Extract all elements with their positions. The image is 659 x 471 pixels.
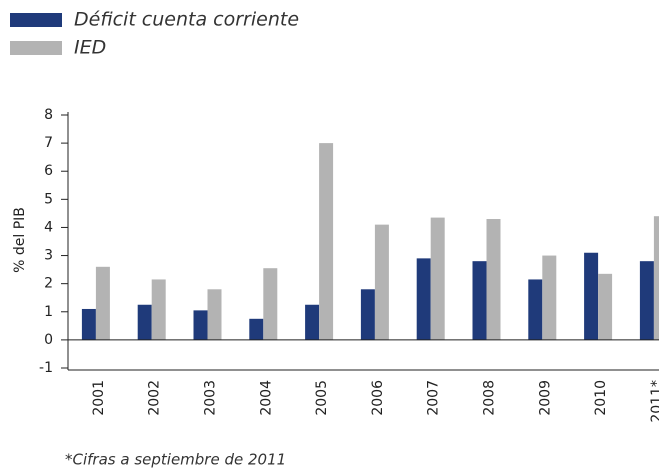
bar xyxy=(416,258,431,340)
y-tick-label: 0 xyxy=(44,332,53,348)
bar xyxy=(360,289,375,340)
bar xyxy=(151,279,166,340)
bar xyxy=(305,304,320,340)
legend-label: IED xyxy=(74,37,106,59)
bar xyxy=(584,252,599,340)
bar xyxy=(598,273,613,340)
bar xyxy=(542,255,557,340)
bar xyxy=(653,216,659,340)
bar xyxy=(263,268,278,340)
bar xyxy=(639,261,654,340)
bar xyxy=(472,261,487,340)
bar xyxy=(193,310,208,340)
bar xyxy=(528,279,543,340)
footnote: *Cifras a septiembre de 2011 xyxy=(65,451,286,469)
x-tick-label: 2006 xyxy=(370,380,386,416)
bar xyxy=(207,289,222,340)
bar xyxy=(374,224,389,340)
legend-swatch xyxy=(10,13,62,27)
x-tick-label: 2003 xyxy=(203,380,219,416)
x-tick-label: 2008 xyxy=(482,380,498,416)
bar xyxy=(430,217,445,340)
y-tick-label: 6 xyxy=(44,163,53,179)
x-tick-label: 2011* xyxy=(649,380,659,423)
x-tick-label: 2005 xyxy=(314,380,330,416)
bar xyxy=(486,219,501,340)
x-tick-label: 2004 xyxy=(258,380,274,416)
x-tick-label: 2010 xyxy=(593,380,609,416)
bar xyxy=(81,308,96,340)
y-tick-label: 3 xyxy=(44,248,53,264)
y-tick-label: -1 xyxy=(39,360,53,376)
bar xyxy=(249,318,264,340)
bar xyxy=(95,266,110,340)
bar xyxy=(137,304,152,340)
x-tick-label: 2007 xyxy=(426,380,442,416)
x-tick-label: 2002 xyxy=(147,380,163,416)
bar xyxy=(319,143,334,340)
y-tick-label: 2 xyxy=(44,276,53,292)
y-tick-label: 7 xyxy=(44,135,53,151)
y-tick-label: 8 xyxy=(44,107,53,123)
x-tick-label: 2001 xyxy=(91,380,107,416)
legend-label: Déficit cuenta corriente xyxy=(74,9,299,31)
x-tick-label: 2009 xyxy=(537,380,553,416)
legend-swatch xyxy=(10,41,62,55)
y-tick-label: 1 xyxy=(44,304,53,320)
y-tick-label: 5 xyxy=(44,191,53,207)
y-tick-label: 4 xyxy=(44,219,53,235)
y-axis-label: % del PIB xyxy=(12,207,28,273)
